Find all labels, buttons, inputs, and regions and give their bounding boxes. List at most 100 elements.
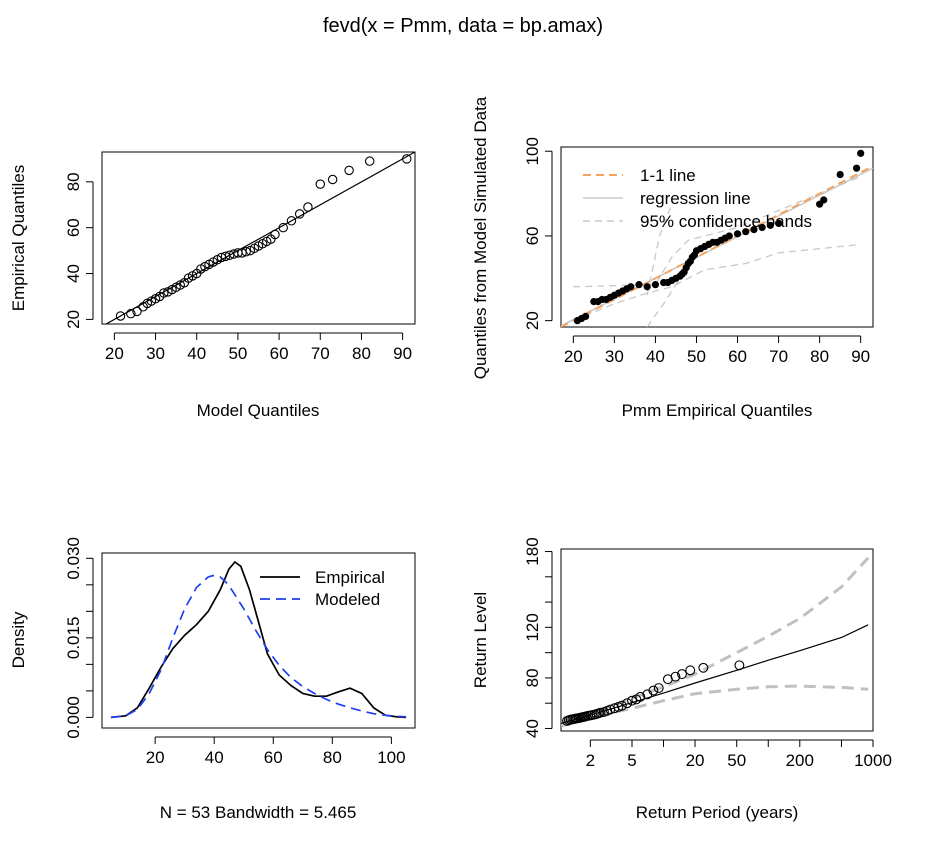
data-point <box>643 283 651 291</box>
data-point <box>327 174 338 185</box>
x-tick-label: 20 <box>564 347 583 366</box>
x-tick-label: 20 <box>686 751 705 770</box>
data-point <box>159 288 169 298</box>
x-axis-label: N = 53 Bandwidth = 5.465 <box>160 803 357 822</box>
data-point <box>734 660 745 671</box>
y-axis-label: Density <box>9 611 28 668</box>
x-tick-label: 50 <box>727 751 746 770</box>
figure-title: fevd(x = Pmm, data = bp.amax) <box>323 15 603 37</box>
legend-label: 95% confidence bands <box>640 212 812 231</box>
legend: 1-1 line regression line 95% confidence ba… <box>583 166 812 231</box>
data-point <box>733 230 742 238</box>
x-tick-label: 1000 <box>854 751 892 770</box>
x-tick-label: 20 <box>105 344 124 363</box>
x-tick-label: 50 <box>228 344 247 363</box>
data-point <box>635 281 643 289</box>
legend-label: 1-1 line <box>640 166 696 185</box>
density-line-modeled <box>110 574 407 719</box>
y-tick-label: 80 <box>523 668 542 687</box>
plot-frame <box>101 552 416 729</box>
x-tick-label: 60 <box>270 344 289 363</box>
data-point <box>766 221 774 229</box>
x-tick-label: 70 <box>311 344 330 363</box>
data-point <box>627 283 635 291</box>
data-point <box>627 695 637 706</box>
data-point <box>820 196 828 204</box>
data-point <box>364 156 375 166</box>
y-axis-label: Empirical Quantiles <box>9 165 28 311</box>
plot-frame <box>101 151 416 325</box>
y-tick-label: 180 <box>523 537 542 565</box>
plot-frame <box>560 146 874 328</box>
y-axis: 20 40 60 80 <box>64 172 94 329</box>
panel-density: 20 40 60 80 100 0.000 0.015 0.030 Empirical Mod… <box>9 537 416 822</box>
confidence-band-lower <box>561 684 869 728</box>
plot-area <box>561 556 870 728</box>
legend-label: Modeled <box>315 590 380 609</box>
data-point <box>595 707 606 718</box>
data-point <box>698 662 709 673</box>
data-point <box>241 247 251 257</box>
x-axis: 20 40 60 80 100 <box>146 736 406 767</box>
y-axis: 0.000 0.015 0.030 <box>64 537 94 739</box>
legend: Empirical Modeled <box>260 568 385 609</box>
data-point <box>742 228 750 236</box>
panel-return-level: 2 5 20 50 200 1000 40 80 120 180 Return Period (… <box>471 537 892 822</box>
data-point <box>616 700 627 711</box>
panel-qq-model: 20 30 40 50 60 70 80 90 20 40 60 80 Model Quantile… <box>9 151 416 420</box>
y-axis: 40 80 120 180 <box>523 537 553 738</box>
x-tick-label: 60 <box>728 347 747 366</box>
plot-area <box>104 152 415 324</box>
data-point <box>294 209 305 219</box>
y-tick-label: 40 <box>64 264 83 283</box>
y-tick-label: 40 <box>523 719 542 738</box>
x-axis-label: Return Period (years) <box>636 803 799 822</box>
data-point <box>685 665 696 676</box>
x-tick-label: 80 <box>352 344 371 363</box>
data-point <box>677 669 687 680</box>
plot-area <box>110 560 407 719</box>
data-point <box>750 225 758 234</box>
data-point <box>132 306 142 317</box>
data-point <box>278 222 288 233</box>
data-point <box>303 202 313 212</box>
reference-line <box>104 152 415 324</box>
data-point <box>344 165 354 176</box>
y-tick-label: 0.015 <box>64 617 83 660</box>
density-line-empirical <box>110 560 407 719</box>
x-axis: 2 5 20 50 200 1000 <box>586 739 892 770</box>
y-axis-label: Return Level <box>471 592 490 688</box>
confidence-band-line <box>573 243 861 322</box>
x-axis: 20 30 40 50 60 70 80 90 <box>105 332 412 363</box>
y-tick-label: 20 <box>523 311 542 330</box>
data-point <box>836 170 844 179</box>
data-point <box>286 216 297 226</box>
data-point <box>622 698 633 709</box>
data-point <box>635 691 646 702</box>
x-tick-label: 30 <box>146 344 165 363</box>
panel-qq-sim: 20 30 40 50 60 70 80 90 20 60 100 1-1 line regress… <box>471 96 874 420</box>
data-point <box>653 683 664 693</box>
x-tick-label: 100 <box>377 748 405 767</box>
data-point <box>648 685 659 696</box>
legend-label: regression line <box>640 189 751 208</box>
y-tick-label: 20 <box>64 310 83 329</box>
x-tick-label: 200 <box>786 751 814 770</box>
data-point <box>115 311 126 321</box>
x-tick-label: 90 <box>851 347 870 366</box>
x-tick-label: 80 <box>323 748 342 767</box>
confidence-band-upper <box>561 556 870 725</box>
y-tick-label: 100 <box>523 137 542 165</box>
data-point <box>725 232 733 240</box>
data-point <box>670 671 681 682</box>
x-tick-label: 30 <box>605 347 624 366</box>
x-tick-label: 60 <box>264 748 283 767</box>
y-tick-label: 60 <box>523 226 542 245</box>
x-tick-label: 80 <box>810 347 829 366</box>
x-tick-label: 2 <box>586 751 595 770</box>
x-tick-label: 50 <box>687 347 706 366</box>
legend-label: Empirical <box>315 568 385 587</box>
data-point <box>609 703 620 714</box>
data-point <box>651 281 660 289</box>
